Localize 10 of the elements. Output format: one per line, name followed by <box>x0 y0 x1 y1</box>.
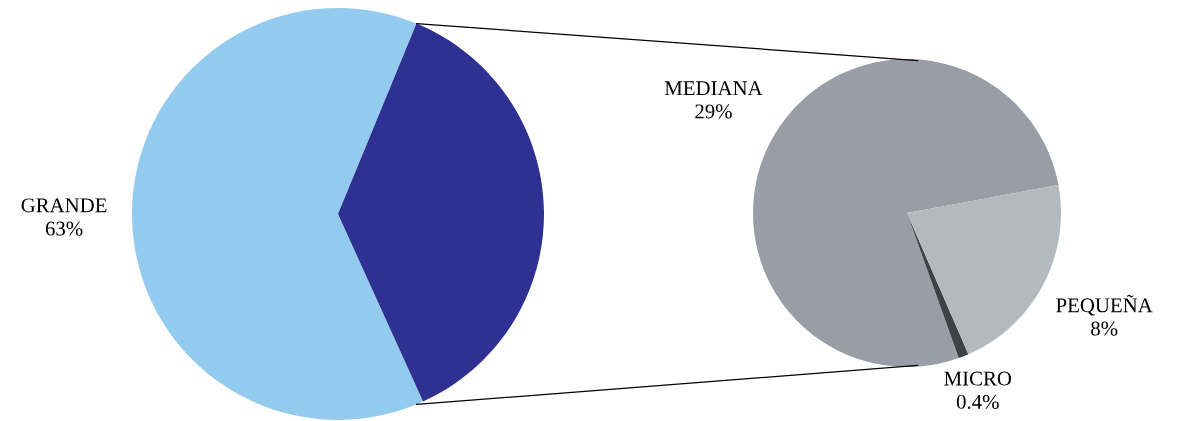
data-label: 0.4% <box>956 394 999 409</box>
pie-slice <box>132 8 424 420</box>
data-label: 29% <box>695 104 732 119</box>
slice-label: PEQUEÑA <box>1056 294 1153 316</box>
data-label: 8% <box>1091 321 1118 336</box>
slice-label: MEDIANA <box>664 81 763 96</box>
data-label: 63% <box>45 221 83 236</box>
pie-slice <box>338 23 544 402</box>
slice-label: MICRO <box>944 371 1012 386</box>
slice-label: GRANDE <box>21 198 107 213</box>
